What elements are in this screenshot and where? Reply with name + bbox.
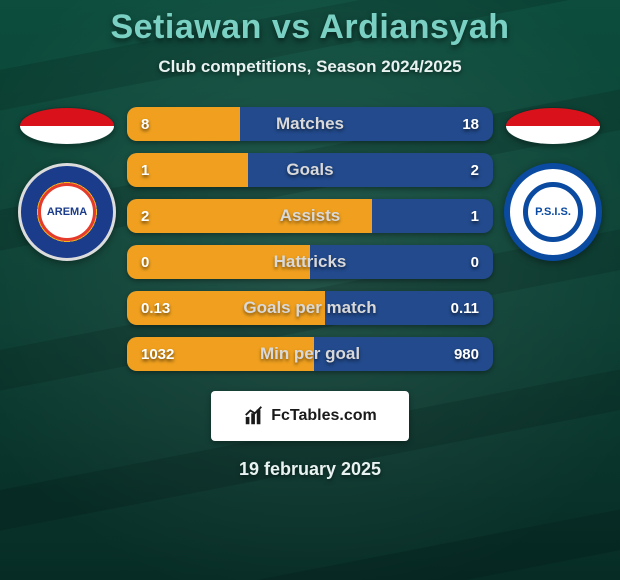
stat-value-right: 0.11 (451, 300, 479, 317)
branding-badge: FcTables.com (211, 391, 409, 441)
club-logo-right-label: P.S.I.S. (523, 182, 583, 242)
stat-row: 1032 Min per goal 980 (127, 337, 493, 371)
stat-label: Goals (286, 160, 333, 180)
stat-value-right: 1 (471, 208, 479, 225)
stat-row: 8 Matches 18 (127, 107, 493, 141)
date: 19 february 2025 (0, 459, 620, 480)
stat-label: Hattricks (274, 252, 347, 272)
stat-label: Assists (280, 206, 340, 226)
stat-row: 0.13 Goals per match 0.11 (127, 291, 493, 325)
chart-icon (243, 405, 265, 427)
stat-value-left: 8 (141, 116, 149, 133)
stat-value-right: 0 (471, 254, 479, 271)
stat-row: 2 Assists 1 (127, 199, 493, 233)
branding-text: FcTables.com (271, 407, 377, 425)
stat-value-left: 1032 (141, 346, 174, 363)
stat-row: 1 Goals 2 (127, 153, 493, 187)
stat-label: Goals per match (243, 298, 376, 318)
club-logo-left-label: AREMA (38, 183, 97, 242)
flag-icon (19, 107, 115, 145)
title-left: Setiawan (110, 8, 261, 46)
stat-value-left: 0.13 (141, 300, 170, 317)
stat-row: 0 Hattricks 0 (127, 245, 493, 279)
subtitle: Club competitions, Season 2024/2025 (0, 57, 620, 77)
comparison-title: Setiawan vs Ardiansyah (0, 0, 620, 47)
stat-value-right: 980 (454, 346, 479, 363)
title-right: Ardiansyah (319, 8, 509, 46)
content-area: AREMA 8 Matches 18 1 Goals 2 2 Assists 1 0 Hattric… (0, 107, 620, 371)
flag-icon (505, 107, 601, 145)
stat-value-right: 18 (462, 116, 479, 133)
club-logo-right: P.S.I.S. (504, 163, 602, 261)
stat-value-left: 2 (141, 208, 149, 225)
stat-label: Min per goal (260, 344, 360, 364)
stat-value-left: 1 (141, 162, 149, 179)
club-logo-left: AREMA (18, 163, 116, 261)
right-player-column: P.S.I.S. (493, 107, 613, 261)
title-vs: vs (272, 8, 311, 46)
stat-label: Matches (276, 114, 344, 134)
stat-value-left: 0 (141, 254, 149, 271)
stat-value-right: 2 (471, 162, 479, 179)
left-player-column: AREMA (7, 107, 127, 261)
stats-column: 8 Matches 18 1 Goals 2 2 Assists 1 0 Hattricks 0 0.1… (127, 107, 493, 371)
